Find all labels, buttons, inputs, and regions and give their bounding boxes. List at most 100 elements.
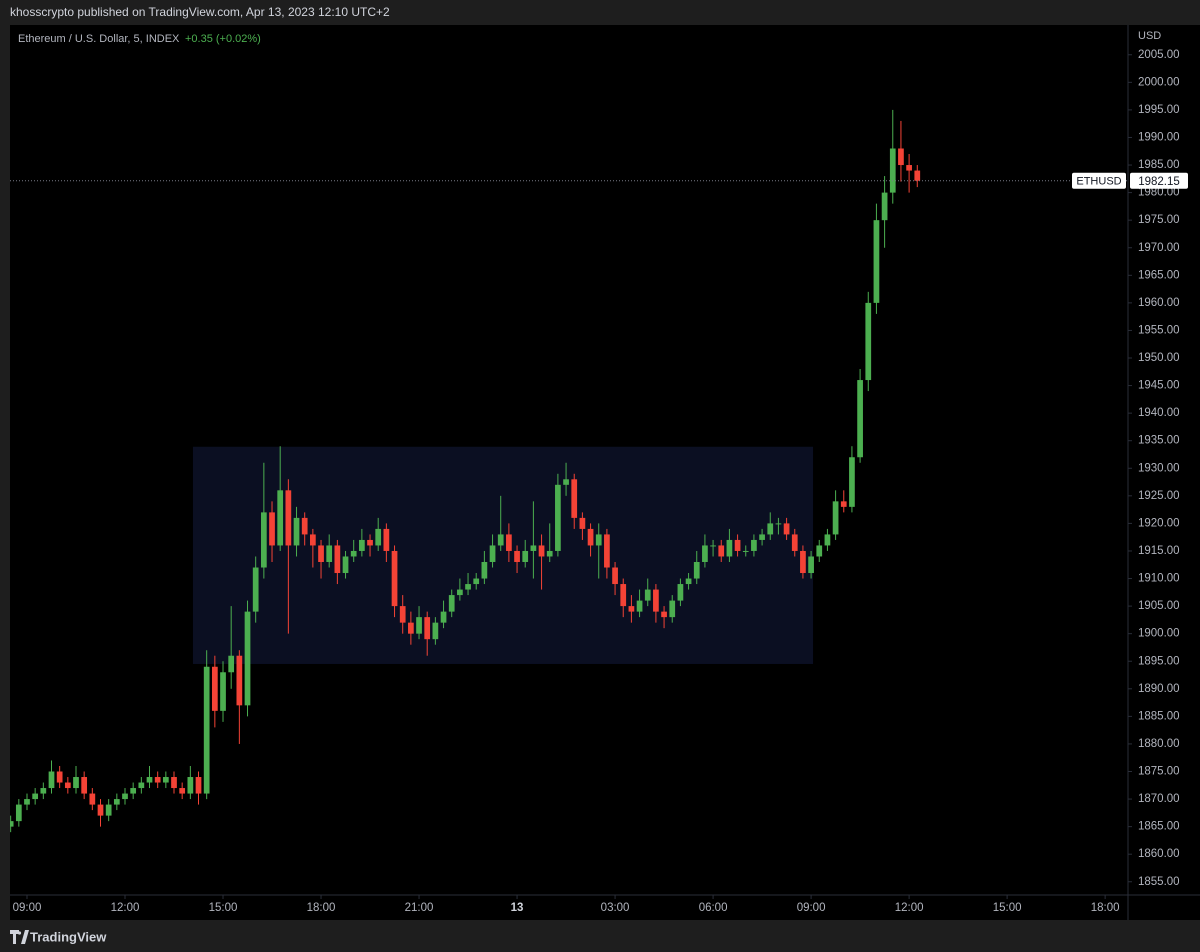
candle-body <box>530 545 537 551</box>
y-tick-label: 1905.00 <box>1138 600 1180 612</box>
y-tick-label: 1995.00 <box>1138 104 1180 116</box>
candle-body <box>367 539 373 546</box>
candle-body <box>187 777 194 794</box>
candle-body <box>260 512 267 568</box>
candle-body <box>669 600 676 618</box>
candle-body <box>154 777 161 783</box>
candle-body <box>350 550 357 557</box>
candle-body <box>244 611 251 706</box>
candle-body <box>791 534 798 551</box>
y-tick-label: 1890.00 <box>1138 683 1180 695</box>
candle-body <box>620 584 627 607</box>
y-tick-label: 1910.00 <box>1138 573 1180 585</box>
candle-body <box>448 595 455 612</box>
candle-body <box>653 589 659 612</box>
candle-body <box>702 545 708 562</box>
candle-body <box>644 589 651 601</box>
candle-body <box>636 600 643 612</box>
candle-body <box>15 804 22 822</box>
candle-body <box>24 799 30 805</box>
candle-body <box>97 804 104 816</box>
brand: TradingView <box>30 929 107 944</box>
y-tick-label: 1950.00 <box>1138 352 1180 364</box>
candle-body <box>310 534 316 546</box>
candle-body <box>473 578 480 585</box>
symbol-label: ETHUSD <box>1076 176 1121 188</box>
candle-body <box>342 556 349 574</box>
plot-area <box>10 109 1128 833</box>
candle-body <box>228 655 235 673</box>
y-tick-label: 1900.00 <box>1138 628 1180 640</box>
candle-body <box>563 479 569 485</box>
candle-body <box>522 550 529 562</box>
candle-body <box>359 539 365 551</box>
y-tick-label: 2005.00 <box>1138 49 1180 61</box>
candle-body <box>81 777 88 794</box>
candle-body <box>432 622 439 640</box>
x-tick-label: 12:00 <box>895 902 924 914</box>
y-tick-label: 1885.00 <box>1138 710 1180 722</box>
candle-body <box>318 545 324 562</box>
candle-body <box>408 622 414 634</box>
candle-body <box>171 777 177 789</box>
candle-body <box>514 550 520 562</box>
chart-title: Ethereum / U.S. Dollar, 5, INDEX <box>18 33 180 45</box>
candle-body <box>73 777 79 789</box>
y-tick-label: 1930.00 <box>1138 462 1180 474</box>
candle-body <box>604 534 610 568</box>
y-tick-label: 1870.00 <box>1138 793 1180 805</box>
x-tick-label: 18:00 <box>1091 902 1120 914</box>
y-tick-label: 1935.00 <box>1138 435 1180 447</box>
currency-label: USD <box>1138 30 1161 42</box>
candle-body <box>800 550 806 574</box>
candle-body <box>579 517 586 529</box>
y-tick-label: 1915.00 <box>1138 545 1180 557</box>
candle-body <box>130 788 137 794</box>
candle-body <box>10 821 14 827</box>
candle-body <box>440 611 447 623</box>
x-tick-label: 12:00 <box>111 902 140 914</box>
candle-body <box>220 672 226 711</box>
candle-body <box>269 512 275 546</box>
candle-body <box>416 617 422 634</box>
candle-body <box>906 165 912 171</box>
candle-body <box>391 550 398 607</box>
candle-body <box>677 584 684 601</box>
candle-body <box>146 777 153 783</box>
candle-body <box>481 561 488 579</box>
y-tick-label: 1990.00 <box>1138 132 1180 144</box>
candle-body <box>457 589 463 596</box>
candle-body <box>326 545 333 562</box>
candle-body <box>162 777 169 783</box>
candle-body <box>32 793 39 800</box>
candle-body <box>742 550 749 552</box>
candle-body <box>849 457 855 507</box>
candle-body <box>334 545 341 574</box>
candle-body <box>587 528 594 546</box>
y-tick-label: 1965.00 <box>1138 269 1180 281</box>
candle-body <box>612 567 618 585</box>
y-tick-label: 1895.00 <box>1138 655 1180 667</box>
candle-body <box>293 517 300 546</box>
axes: 1855.00 1860.00 1865.00 1870.00 1875.00 1880.… <box>13 49 1188 914</box>
candle-body <box>889 148 896 193</box>
x-tick-label: 18:00 <box>307 902 336 914</box>
y-tick-label: 1980.00 <box>1138 187 1180 199</box>
y-tick-label: 2000.00 <box>1138 76 1180 88</box>
candle-body <box>195 777 202 794</box>
candle-body <box>89 793 96 805</box>
candle-body <box>571 479 578 518</box>
candle-body <box>48 771 55 789</box>
candle-body <box>236 655 243 706</box>
candle-body <box>122 793 128 800</box>
y-tick-label: 1920.00 <box>1138 517 1180 529</box>
candle-body <box>285 490 292 546</box>
candle-body <box>113 799 120 805</box>
candle-body <box>546 550 553 557</box>
y-tick-label: 1975.00 <box>1138 214 1180 226</box>
x-tick-label: 09:00 <box>13 902 42 914</box>
candle-body <box>211 666 218 711</box>
last-price-label: 1982.15 <box>1138 176 1180 188</box>
